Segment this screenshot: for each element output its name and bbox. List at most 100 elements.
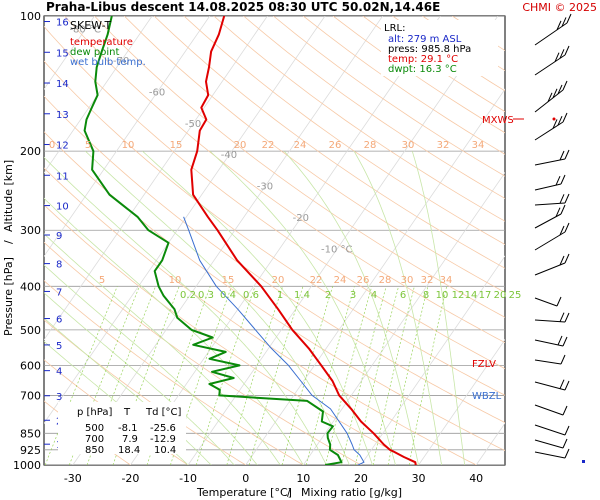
wind-barb-flag — [555, 175, 561, 186]
moist-adiabat-line — [142, 150, 373, 465]
table-cell: 7.9 — [122, 434, 138, 445]
lrl-box — [381, 20, 498, 76]
wind-barb-flag — [555, 207, 561, 217]
moist-adiabat-line — [209, 150, 396, 465]
wind-barb-flag — [564, 312, 570, 323]
wind-barb-flag — [564, 149, 570, 160]
temperature-tick-label: -10 — [179, 472, 197, 485]
wind-barb-staff — [534, 359, 562, 365]
chart-title: Praha-Libus descent 14.08.2025 08:30 UTC… — [46, 0, 440, 14]
wind-barb — [534, 424, 570, 436]
wind-barb-flag — [559, 194, 565, 204]
moist-adiabat-line — [44, 156, 327, 465]
isotherm-line — [245, 88, 505, 465]
wind-barb-flag — [552, 88, 558, 99]
mixing-ratio-label: 2 — [325, 290, 331, 301]
mixing-ratio-label: 17 — [479, 290, 492, 301]
wind-barb-staff — [534, 404, 564, 416]
lrl-alt: alt: 279 m ASL — [388, 34, 462, 45]
isotherm-line — [72, 16, 383, 465]
wind-barb-staff — [534, 121, 564, 141]
lrl-press: press: 985.8 hPa — [388, 44, 471, 55]
adiabat-label: 30 — [402, 140, 415, 151]
x-axis-title: Temperature [°C] / Mixing ratio [g/kg] — [196, 486, 402, 499]
moist-adiabat-line — [44, 264, 258, 465]
adiabat-label: 5 — [85, 140, 91, 151]
lrl-dwpt: dwpt: 16.3 °C — [388, 64, 457, 75]
pressure-tick-label: 850 — [20, 427, 41, 440]
pressure-tick-label: 200 — [20, 145, 41, 158]
dry-adiabat-line — [44, 60, 505, 396]
dry-adiabat-line — [44, 167, 477, 465]
table-box — [58, 402, 186, 454]
altitude-tick-label: 5 — [56, 341, 62, 352]
wbzl-label: WBZL — [472, 391, 502, 402]
dry-adiabat-line — [64, 16, 505, 344]
wind-barb-flag — [564, 253, 570, 264]
pressure-tick-label: 700 — [20, 389, 41, 402]
mixing-ratio-label: 6 — [400, 290, 406, 301]
wind-barb — [534, 80, 568, 113]
wind-barb-staff — [534, 22, 568, 46]
mixing-ratio-line — [305, 286, 355, 465]
pressure-tick-label: 300 — [20, 224, 41, 237]
mixing-ratio-line — [341, 286, 387, 465]
isotherm-label: -30 — [257, 182, 273, 193]
moist-adiabat-line — [44, 292, 235, 465]
altitude-tick-label: 16 — [56, 18, 69, 29]
altitude-tick-label: 9 — [56, 231, 62, 242]
adiabat-label: 26 — [357, 275, 370, 286]
lrl-title: LRL: — [384, 23, 405, 34]
table-cell: -8.1 — [118, 423, 138, 434]
wind-barb — [534, 296, 562, 307]
moist-adiabat-line — [283, 150, 419, 465]
wind-barb — [534, 379, 570, 391]
adiabat-label: 20 — [272, 275, 285, 286]
table-cell: 850 — [85, 445, 104, 456]
wind-barb-staff — [534, 451, 566, 459]
wind-barb-flag — [562, 80, 568, 91]
mxws-marker — [552, 117, 556, 121]
wind-barb — [534, 174, 566, 191]
mixing-ratio-label: 3 — [350, 290, 356, 301]
adiabat-label: 24 — [334, 275, 347, 286]
wet-bulb-line — [183, 216, 365, 465]
dry-adiabat-line — [94, 16, 505, 318]
isotherm-label: -70 — [113, 56, 129, 67]
altitude-tick-label: 12 — [56, 141, 69, 152]
moist-adiabat-line — [44, 197, 304, 465]
x-axis-temp-label: Temperature [°C] — [196, 486, 292, 499]
wind-barb-flag — [564, 448, 570, 459]
adiabat-label: 32 — [421, 275, 434, 286]
mixing-ratio-line — [248, 286, 304, 465]
wind-barb — [534, 112, 568, 141]
wind-barb — [534, 438, 568, 449]
mixing-ratio-label: 0.2 — [180, 290, 196, 301]
adiabat-label: 20 — [234, 140, 247, 151]
isotherm-line — [44, 16, 211, 257]
dry-adiabat-line — [44, 25, 505, 370]
wind-barb-flag — [564, 425, 570, 436]
x-axis-sep: / — [287, 486, 291, 499]
adiabat-label: 34 — [472, 140, 485, 151]
dry-adiabat-line — [183, 16, 505, 245]
altitude-tick-label: 10 — [56, 202, 69, 213]
mixing-ratio-label: 8 — [423, 290, 429, 301]
wind-barb-flag — [557, 84, 563, 95]
wind-barb-flag — [556, 296, 562, 307]
wind-barb-flag — [566, 13, 572, 24]
wind-barb — [534, 253, 570, 276]
altitude-tick-label: 3 — [56, 392, 62, 403]
legend-wet-bulb: wet bulb temp. — [70, 57, 146, 68]
wind-barb-flag — [547, 92, 553, 102]
adiabat-label: 10 — [169, 275, 182, 286]
table-cell: 500 — [85, 423, 104, 434]
wind-barb-flag — [564, 193, 570, 204]
moist-adiabat-line — [411, 151, 466, 465]
wind-barb — [534, 13, 572, 46]
wind-barb — [534, 312, 570, 323]
adiabat-label: 10 — [122, 140, 135, 151]
temperature-line — [190, 16, 417, 465]
legend-title: SKEW-T — [70, 19, 112, 32]
